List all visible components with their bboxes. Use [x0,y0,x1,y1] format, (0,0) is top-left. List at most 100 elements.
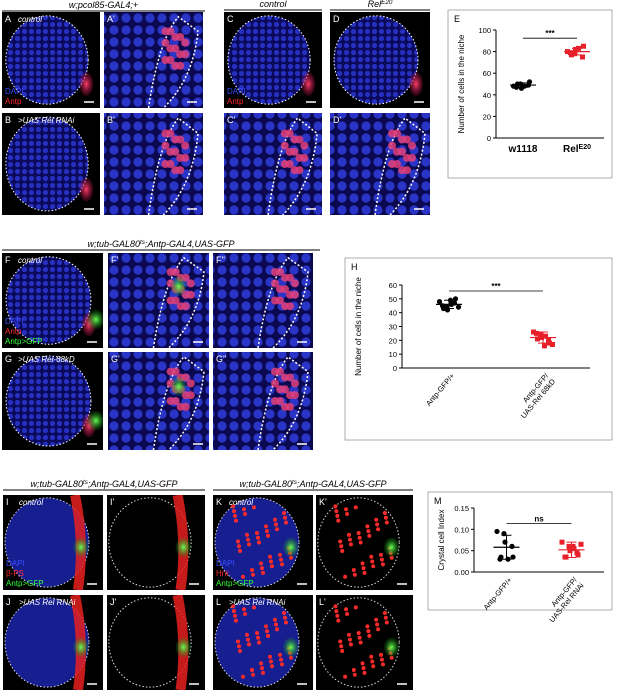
tissue-outline [108,497,192,588]
text-part: w;tub-GAL80 [240,479,293,489]
crystal-cell [339,544,344,549]
crystal-cell [335,513,340,518]
crystal-cell [357,535,362,540]
crystal-cell [360,661,365,666]
error-bar [444,299,454,310]
niche-cell [403,166,411,175]
genotype-header: control [259,0,287,9]
tissue-outline [317,497,400,588]
tissue-outline [4,597,90,688]
nuclei [108,352,209,450]
niche-outline [152,256,205,348]
crystal-cell [232,509,236,514]
tissue [227,15,311,105]
crystal-cell [261,670,265,675]
crystal-cell [261,570,265,575]
nuclei [104,113,203,215]
crystal-cell [333,604,338,609]
crystal-cell [336,518,341,523]
crystal-cell [252,605,256,610]
crystal-cell [340,549,345,554]
niche-cell [408,153,416,162]
text-part: w;tub-GAL80 [88,239,141,249]
y-tick-label: 0.00 [454,568,469,577]
panel-condition: control [18,15,42,24]
crystal-cell [245,532,249,537]
niche-cell [181,38,190,47]
crystal-cell [348,542,353,547]
panel-label: G'' [216,354,227,364]
gfp [86,410,103,431]
micrograph-panel: C' [224,113,322,215]
crystal-cell [280,562,284,567]
crystal-cell [270,664,274,669]
micrograph-panel: D' [330,113,430,215]
crystal-cell [264,624,268,629]
text-part: Rel [368,0,383,9]
superscript: ts [140,239,146,246]
panel-label: A' [107,14,115,24]
crystal-cell [236,539,240,544]
crystal-cell [256,535,260,540]
crystal-cell [279,557,283,562]
channel-label: DAPI [6,559,25,568]
error-bar [572,47,582,56]
niche-outline [374,117,426,215]
data-point [509,543,515,550]
gfp [175,537,192,558]
text-part: Rel [563,144,579,155]
panel-condition: control [18,256,42,265]
niche-cell [300,141,309,150]
crystal-cell [231,504,235,509]
superscript: ts [83,479,89,486]
nuclei [213,253,313,348]
crystal-cell [375,522,380,527]
crystal-cell [269,659,273,664]
y-tick-label: 20 [389,336,397,345]
tissue [5,117,89,211]
significance-label: *** [545,29,555,38]
genotype-header: w;tub-GAL80ts;Antp-GAL4,UAS-GFP [240,479,387,490]
niche-cell [181,402,190,411]
crystal-cell [282,611,286,616]
crystal-cell [247,542,251,547]
crystal-cell [247,642,251,647]
niche [301,72,316,96]
micrograph-panel: K' [316,495,413,590]
panel-condition: control [19,498,43,507]
data-point [542,343,547,349]
niche-cell [286,302,294,311]
crystal-cell [242,607,246,612]
niche-cell [291,391,299,400]
y-tick-label: 40 [389,309,397,318]
channel-label: Antp [5,97,22,106]
data-point [534,330,539,336]
crystal-cell [384,620,389,625]
crystal-cell [345,512,350,516]
crystal-cell [370,559,375,564]
crystal-cell [234,518,238,523]
nuclei [213,352,313,450]
panel-label: D' [333,115,341,125]
niche-cell [161,38,170,47]
micrograph-panel: B >UAS Rel RNAi [2,113,100,215]
panel-label: F [5,255,11,265]
crystal-cell [257,640,261,645]
crystal-cell [334,609,339,614]
crystal-cell [352,672,357,677]
crystal-cell [374,517,379,522]
micrograph-image [213,253,313,348]
crystal-cell [339,644,344,649]
crystal-cell [367,633,372,638]
crystal-cell [246,637,250,642]
niche-cell [285,129,294,138]
niche-cell [181,141,190,150]
data-point [494,528,500,535]
niche-cell [286,373,294,382]
error-bar [501,534,512,560]
crystal-cell [345,612,350,616]
crystal-cell [370,659,375,664]
crystal-cell [241,674,245,679]
data-point [440,305,447,312]
